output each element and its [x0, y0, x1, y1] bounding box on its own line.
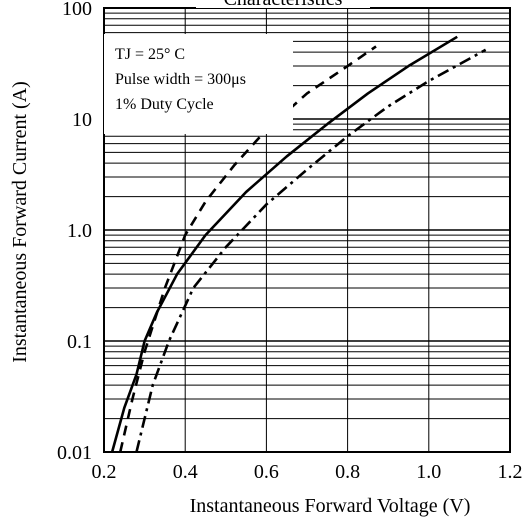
y-tick-label: 100 — [62, 0, 92, 20]
annotation-temperature: TJ = 25° C — [115, 46, 185, 63]
y-tick-label: 0.1 — [67, 331, 92, 353]
x-tick-label: 1.2 — [498, 461, 523, 483]
y-tick-label: 1.0 — [67, 220, 92, 242]
series-line-dash-dot — [135, 48, 487, 453]
y-tick-label: 0.01 — [57, 442, 92, 464]
series-line-dashed — [118, 45, 377, 453]
series-line-solid — [110, 35, 458, 453]
y-axis-label: Instantaneous Forward Current (A) — [9, 81, 31, 363]
annotation-pulse-width: Pulse width = 300μs — [115, 71, 246, 88]
x-tick-label: 0.2 — [92, 461, 117, 483]
x-tick-label: 0.6 — [254, 461, 279, 483]
title-box — [196, 0, 370, 8]
x-tick-label: 1.0 — [416, 461, 441, 483]
annotation-box — [104, 34, 293, 134]
chart-title: Characteristics — [224, 0, 343, 10]
x-tick-label: 0.4 — [173, 461, 198, 483]
annotation-duty-cycle: 1% Duty Cycle — [115, 96, 214, 113]
x-axis-label: Instantaneous Forward Voltage (V) — [190, 495, 471, 517]
x-tick-labels: 0.2 0.4 0.6 0.8 1.0 1.2 — [92, 461, 523, 483]
y-tick-label: 10 — [72, 109, 92, 131]
y-tick-labels: 0.01 0.1 1.0 10 100 — [57, 0, 92, 464]
x-tick-label: 0.8 — [335, 461, 360, 483]
grid-lines — [104, 8, 510, 452]
series-lines — [110, 35, 487, 453]
